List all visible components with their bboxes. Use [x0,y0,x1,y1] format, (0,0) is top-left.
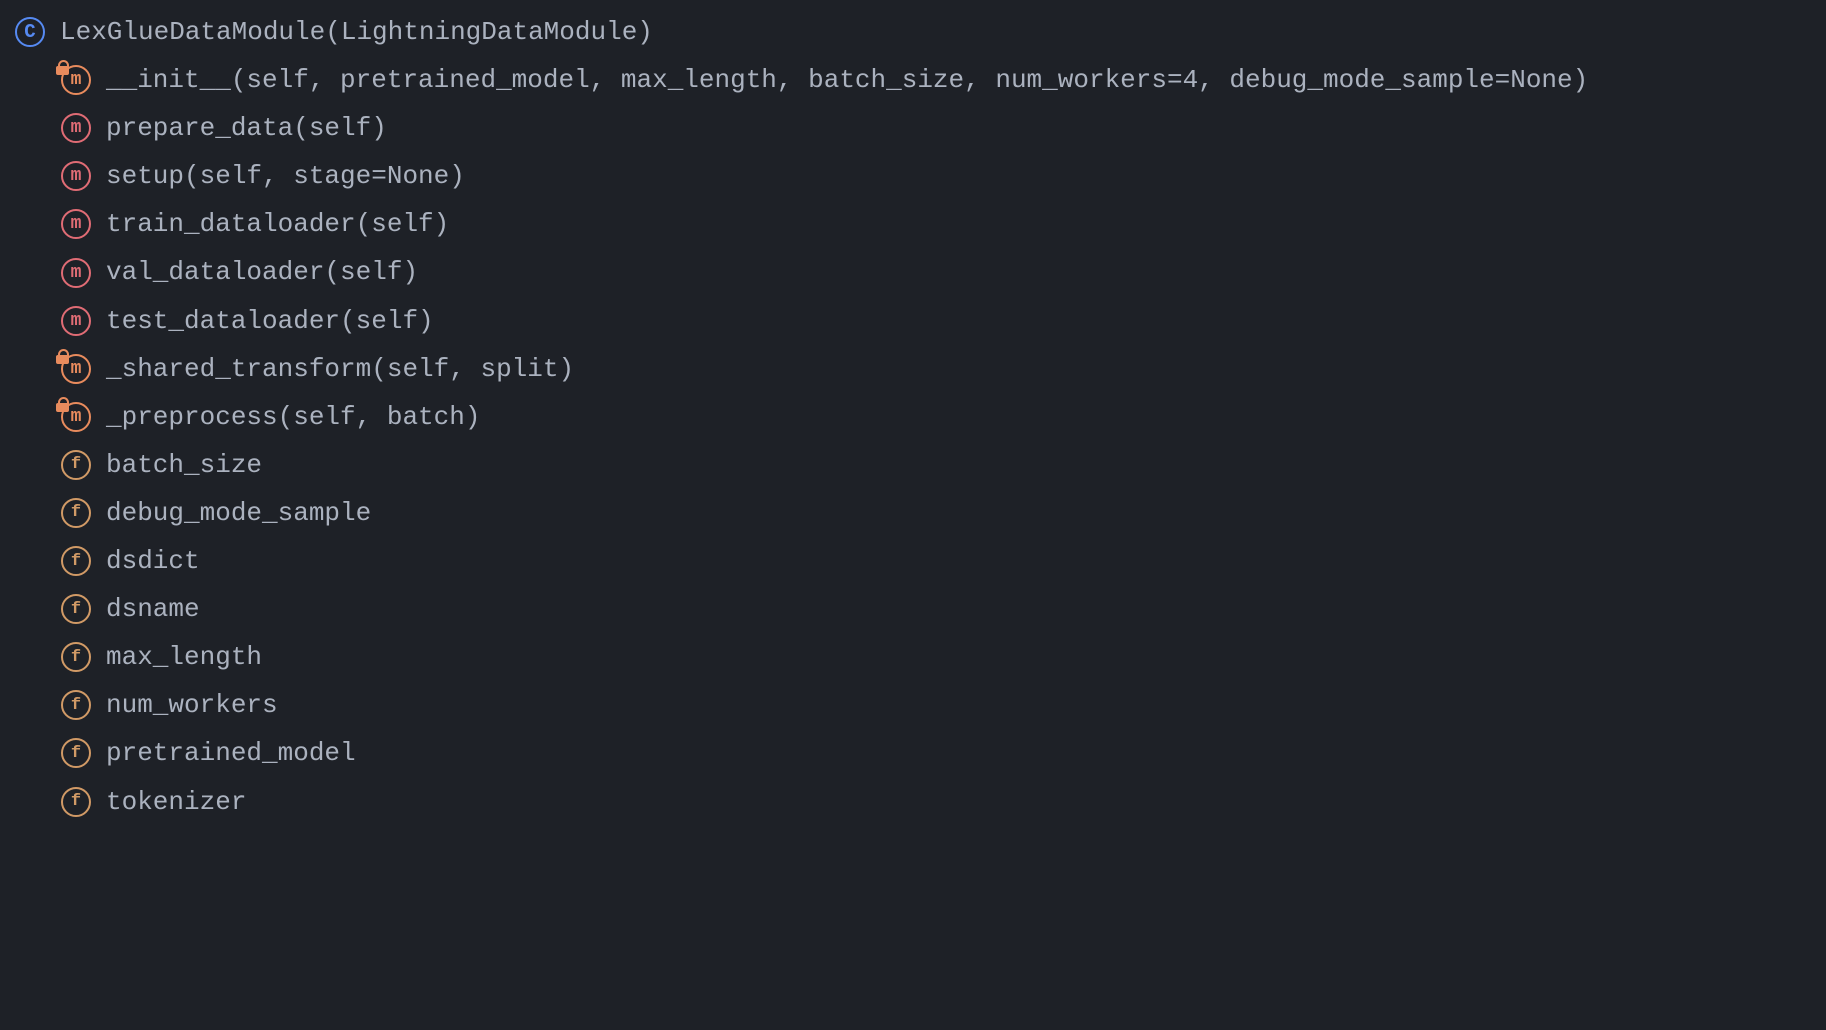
method-signature: _shared_transform(self, split) [106,345,574,393]
field-icon: f [60,545,92,577]
method-icon: m [60,257,92,289]
method-private-icon: m [60,64,92,96]
field-name: max_length [106,633,262,681]
field-row[interactable]: fdsname [14,585,1812,633]
field-row[interactable]: f num_workers [14,681,1812,729]
field-row[interactable]: fdsdict [14,537,1812,585]
field-name: debug_mode_sample [106,489,371,537]
class-row[interactable]: C LexGlueDataModule(LightningDataModule) [14,8,1812,56]
field-icon: f [60,449,92,481]
method-icon: m [60,112,92,144]
method-signature: train_dataloader(self) [106,200,449,248]
field-row[interactable]: f batch_size [14,441,1812,489]
method-row[interactable]: m val_dataloader(self) [14,248,1812,296]
field-icon: f [60,786,92,818]
method-private-icon: m [60,401,92,433]
lock-icon [56,397,69,412]
class-structure-view: C LexGlueDataModule(LightningDataModule)… [14,8,1812,826]
field-name: tokenizer [106,778,246,826]
field-icon: f [60,497,92,529]
lock-icon [56,349,69,364]
method-signature: setup(self, stage=None) [106,152,465,200]
field-name: num_workers [106,681,278,729]
field-row[interactable]: f pretrained_model [14,729,1812,777]
class-members-list: m __init__(self, pretrained_model, max_le… [14,56,1812,826]
method-signature: __init__(self, pretrained_model, max_len… [106,56,1588,104]
method-private-icon: m [60,353,92,385]
field-name: dsdict [106,537,200,585]
method-signature: _preprocess(self, batch) [106,393,480,441]
field-row[interactable]: f debug_mode_sample [14,489,1812,537]
field-icon: f [60,689,92,721]
field-name: dsname [106,585,200,633]
field-row[interactable]: f max_length [14,633,1812,681]
method-icon: m [60,160,92,192]
method-row[interactable]: m __init__(self, pretrained_model, max_le… [14,56,1812,104]
method-row[interactable]: m _shared_transform(self, split) [14,345,1812,393]
field-icon: f [60,593,92,625]
field-name: pretrained_model [106,729,356,777]
method-signature: val_dataloader(self) [106,248,418,296]
class-signature: LexGlueDataModule(LightningDataModule) [60,8,653,56]
class-icon: C [14,16,46,48]
method-row[interactable]: m setup(self, stage=None) [14,152,1812,200]
field-row[interactable]: f tokenizer [14,778,1812,826]
field-name: batch_size [106,441,262,489]
method-icon: m [60,208,92,240]
method-row[interactable]: m train_dataloader(self) [14,200,1812,248]
method-row[interactable]: m test_dataloader(self) [14,297,1812,345]
lock-icon [56,60,69,75]
field-icon: f [60,641,92,673]
method-icon: m [60,305,92,337]
method-signature: prepare_data(self) [106,104,387,152]
method-row[interactable]: m _preprocess(self, batch) [14,393,1812,441]
field-icon: f [60,737,92,769]
method-signature: test_dataloader(self) [106,297,434,345]
method-row[interactable]: m prepare_data(self) [14,104,1812,152]
